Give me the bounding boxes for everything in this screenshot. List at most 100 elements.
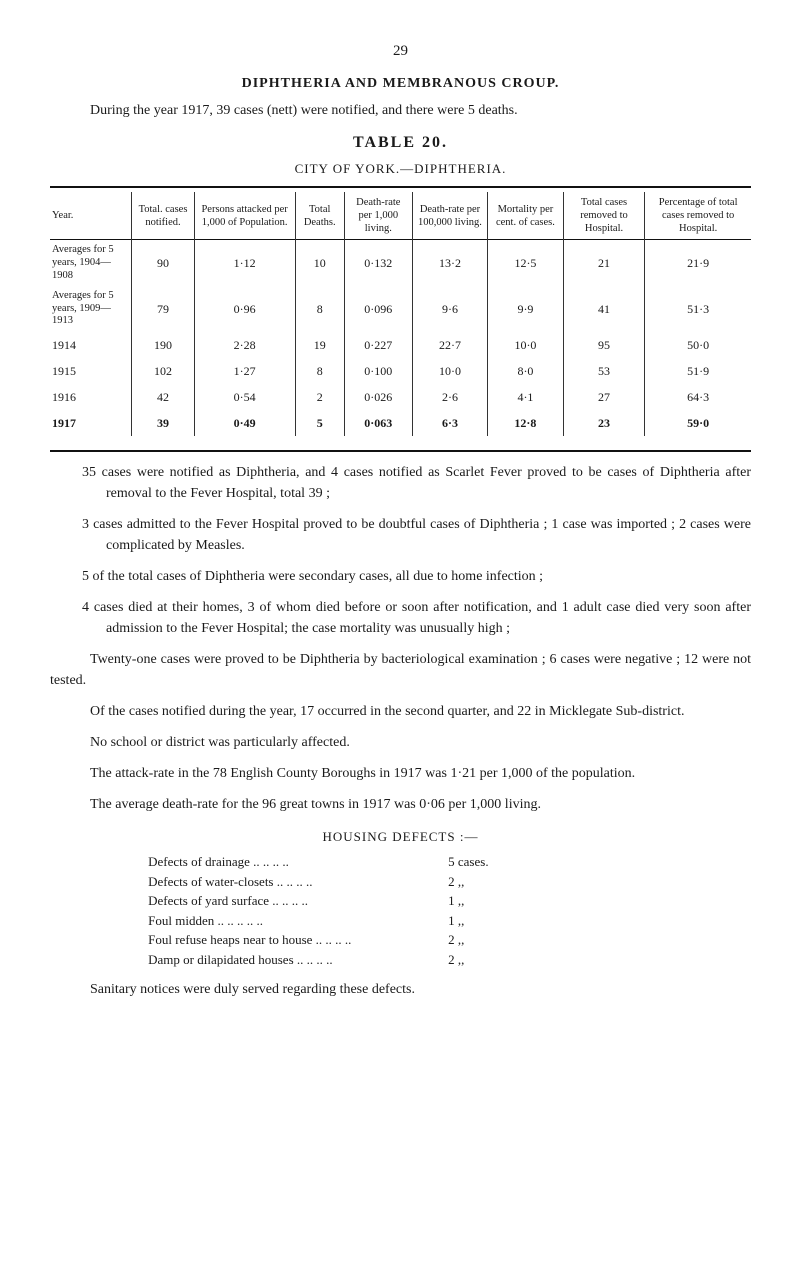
table-cell: 2 — [295, 384, 344, 410]
defects-list: Defects of drainage .. .. .. ..5 cases.D… — [148, 852, 653, 969]
table-cell: 21 — [563, 240, 645, 286]
table-cell: 4·1 — [488, 384, 564, 410]
table-cell: 22·7 — [412, 332, 487, 358]
table-row: 1916420·5420·0262·64·12764·3 — [50, 384, 751, 410]
table-cell: 59·0 — [645, 410, 751, 436]
col-pct: Percentage of total cases removed to Hos… — [645, 192, 751, 240]
col-dr-1000: Death-rate per 1,000 living. — [344, 192, 412, 240]
table-cell: 42 — [132, 384, 194, 410]
table-subtitle: CITY OF YORK.—DIPHTHERIA. — [50, 159, 751, 179]
table-cell: 0·49 — [194, 410, 295, 436]
table-cell: 102 — [132, 358, 194, 384]
table-cell: 8·0 — [488, 358, 564, 384]
table-cell: 9·6 — [412, 286, 487, 332]
para-no: No school or district was particularly a… — [50, 732, 751, 753]
table-cell: 10·0 — [412, 358, 487, 384]
table-cell: 41 — [563, 286, 645, 332]
table-label: TABLE 20. — [50, 131, 751, 155]
table-cell: 10·0 — [488, 332, 564, 358]
table-cell: 6·3 — [412, 410, 487, 436]
table-cell: 10 — [295, 240, 344, 286]
table-cell: Averages for 5 years, 1909—1913 — [50, 286, 132, 332]
para-of: Of the cases notified during the year, 1… — [50, 701, 751, 722]
table-cell: 0·54 — [194, 384, 295, 410]
table-cell: 19 — [295, 332, 344, 358]
table-cell: 39 — [132, 410, 194, 436]
para-attack: The attack-rate in the 78 English County… — [50, 763, 751, 784]
table-cell: 1916 — [50, 384, 132, 410]
table-cell: 51·3 — [645, 286, 751, 332]
table-cell: 0·227 — [344, 332, 412, 358]
defect-row: Foul refuse heaps near to house .. .. ..… — [148, 930, 653, 950]
table-cell: 1·27 — [194, 358, 295, 384]
rule-top — [50, 186, 751, 188]
housing-title: HOUSING DEFECTS :— — [50, 827, 751, 847]
table-cell: 27 — [563, 384, 645, 410]
rule-bottom — [50, 450, 751, 452]
table-cell: 2·28 — [194, 332, 295, 358]
table-cell: 79 — [132, 286, 194, 332]
table-cell: 12·5 — [488, 240, 564, 286]
table-cell: 0·063 — [344, 410, 412, 436]
col-dr-100000: Death-rate per 100,000 living. — [412, 192, 487, 240]
defect-count: 1 ,, — [448, 891, 558, 911]
table-cell: 0·96 — [194, 286, 295, 332]
col-year: Year. — [50, 192, 132, 240]
table-cell: 13·2 — [412, 240, 487, 286]
table-cell: 5 — [295, 410, 344, 436]
table-cell: 90 — [132, 240, 194, 286]
table-cell: 12·8 — [488, 410, 564, 436]
defect-label: Foul refuse heaps near to house .. .. ..… — [148, 930, 448, 950]
page-number: 29 — [50, 40, 751, 63]
table-row: Averages for 5 years, 1904—1908901·12100… — [50, 240, 751, 286]
defect-label: Defects of drainage .. .. .. .. — [148, 852, 448, 872]
table-cell: 8 — [295, 286, 344, 332]
para-twenty: Twenty-one cases were proved to be Dipht… — [50, 649, 751, 691]
table-cell: 23 — [563, 410, 645, 436]
table-cell: Averages for 5 years, 1904—1908 — [50, 240, 132, 286]
para-3: 3 cases admitted to the Fever Hospital p… — [50, 514, 751, 556]
col-deaths: Total Deaths. — [295, 192, 344, 240]
defect-row: Foul midden .. .. .. .. ..1 ,, — [148, 911, 653, 931]
para-4: 4 cases died at their homes, 3 of whom d… — [50, 597, 751, 639]
defect-label: Defects of water-closets .. .. .. .. — [148, 872, 448, 892]
defect-count: 2 ,, — [448, 872, 558, 892]
col-attacked: Persons attacked per 1,000 of Population… — [194, 192, 295, 240]
table-cell: 53 — [563, 358, 645, 384]
col-total: Total. cases notified. — [132, 192, 194, 240]
defect-count: 2 ,, — [448, 950, 558, 970]
table-row: 19141902·28190·22722·710·09550·0 — [50, 332, 751, 358]
para-5: 5 of the total cases of Diphtheria were … — [50, 566, 751, 587]
table-cell: 50·0 — [645, 332, 751, 358]
table-cell: 95 — [563, 332, 645, 358]
table-cell: 0·132 — [344, 240, 412, 286]
defect-count: 5 cases. — [448, 852, 558, 872]
table-cell: 51·9 — [645, 358, 751, 384]
sanitary-notice: Sanitary notices were duly served regard… — [50, 979, 751, 1000]
table-cell: 21·9 — [645, 240, 751, 286]
defect-label: Foul midden .. .. .. .. .. — [148, 911, 448, 931]
table-cell: 64·3 — [645, 384, 751, 410]
diphtheria-table: Year. Total. cases notified. Persons att… — [50, 192, 751, 436]
table-header-row: Year. Total. cases notified. Persons att… — [50, 192, 751, 240]
table-cell: 0·026 — [344, 384, 412, 410]
table-cell: 8 — [295, 358, 344, 384]
table-cell: 1917 — [50, 410, 132, 436]
defect-row: Defects of water-closets .. .. .. ..2 ,, — [148, 872, 653, 892]
table-row: 1917390·4950·0636·312·82359·0 — [50, 410, 751, 436]
table-cell: 1·12 — [194, 240, 295, 286]
defect-label: Damp or dilapidated houses .. .. .. .. — [148, 950, 448, 970]
table-cell: 9·9 — [488, 286, 564, 332]
intro-paragraph: During the year 1917, 39 cases (nett) we… — [50, 100, 751, 121]
col-mortality: Mortality per cent. of cases. — [488, 192, 564, 240]
defect-row: Damp or dilapidated houses .. .. .. ..2 … — [148, 950, 653, 970]
col-removed: Total cases removed to Hospital. — [563, 192, 645, 240]
para-avg: The average death-rate for the 96 great … — [50, 794, 751, 815]
table-row: Averages for 5 years, 1909—1913790·9680·… — [50, 286, 751, 332]
main-heading: DIPHTHERIA AND MEMBRANOUS CROUP. — [50, 73, 751, 94]
table-cell: 0·096 — [344, 286, 412, 332]
table-cell: 2·6 — [412, 384, 487, 410]
defect-row: Defects of drainage .. .. .. ..5 cases. — [148, 852, 653, 872]
para-35: 35 cases were notified as Diphtheria, an… — [50, 462, 751, 504]
table-cell: 1915 — [50, 358, 132, 384]
